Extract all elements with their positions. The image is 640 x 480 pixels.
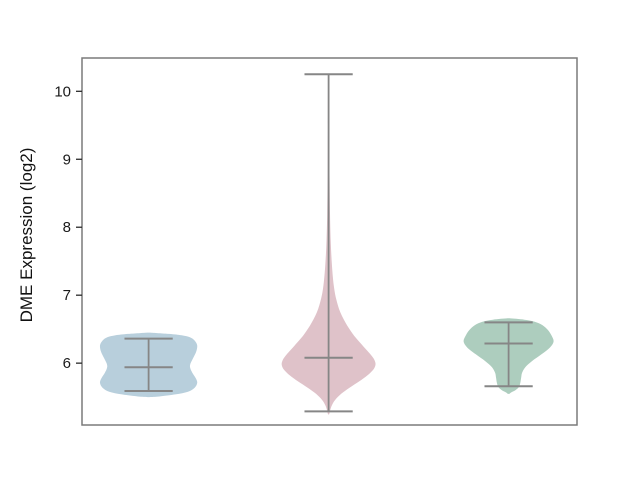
y-tick-label: 10 — [54, 83, 71, 100]
y-tick-label: 9 — [63, 151, 71, 168]
y-tick-label: 7 — [63, 287, 71, 304]
plot-border — [81, 57, 578, 426]
y-tick-label: 8 — [63, 219, 71, 236]
y-tick-label: 6 — [63, 355, 71, 372]
